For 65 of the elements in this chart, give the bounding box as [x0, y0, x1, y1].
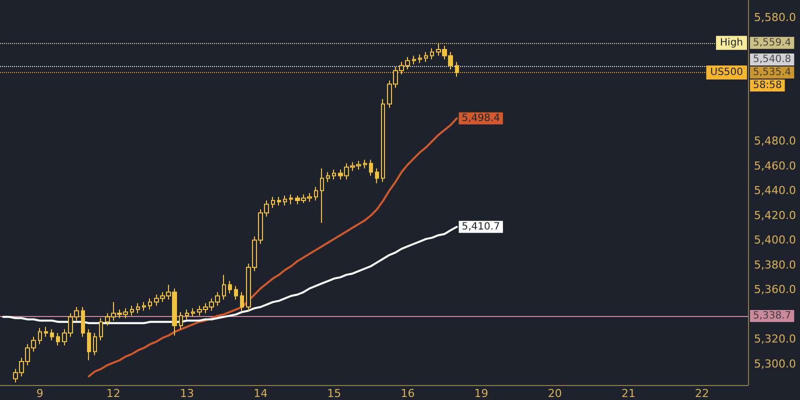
y-tick-label: 5,420.0 [754, 208, 796, 222]
x-tick-label: 15 [327, 387, 342, 400]
y-tick-label: 5,320.0 [754, 332, 796, 346]
candlestick [320, 168, 324, 224]
annotation: US500 [710, 67, 744, 78]
x-tick-label: 9 [36, 387, 44, 400]
text: 58:58 [753, 80, 782, 92]
candlestick [271, 196, 275, 208]
ref-line-label: 5,535.4 [753, 67, 792, 78]
candlestick [228, 280, 232, 294]
candlestick [240, 292, 244, 312]
y-tick-label: 5,400.0 [754, 234, 796, 247]
candlestick [369, 159, 373, 176]
candlestick [191, 308, 195, 318]
y-tick-label: 5,360.0 [754, 283, 796, 296]
candlestick [222, 274, 226, 300]
candlestick [148, 298, 152, 310]
x-tick-label: 14 [254, 387, 268, 400]
y-tick-label: 5,580.0 [754, 10, 796, 24]
candlestick [314, 186, 318, 202]
ref-line-label: 5,338.7 [753, 310, 792, 322]
candlestick [332, 169, 336, 180]
candlestick [99, 318, 103, 341]
candlestick [418, 54, 422, 64]
x-tick-label: 21 [621, 387, 636, 400]
candlestick [283, 195, 287, 206]
x-tick-label: 12 [106, 387, 120, 400]
x-tick-label: 22 [695, 387, 710, 400]
annotation: High [720, 37, 743, 48]
y-tick-label: 5,460.0 [754, 159, 796, 172]
x-tick-label: 19 [474, 387, 488, 400]
candlestick [38, 328, 42, 345]
candlestick [93, 332, 97, 356]
candlestick [289, 194, 293, 205]
candlestick [430, 48, 434, 60]
y-tick-label: 5,440.0 [754, 184, 796, 198]
candlestick [424, 51, 428, 62]
y-tick-label: 5,480.0 [754, 134, 796, 148]
candlestick [50, 328, 54, 341]
x-tick-label: 13 [180, 387, 194, 400]
x-tick-label: 16 [400, 387, 415, 400]
candlestick [142, 302, 146, 312]
data-label: 5,498.4 [462, 112, 500, 124]
candlestick [412, 55, 416, 65]
candlestick [277, 196, 281, 206]
candlestick [455, 61, 459, 78]
candlestick [326, 172, 330, 182]
y-tick-label: 5,380.0 [754, 258, 796, 272]
candlestick [363, 159, 367, 169]
x-tick-label: 20 [548, 387, 562, 400]
candlestick [130, 305, 134, 316]
candlestick [44, 326, 48, 338]
candlestick [56, 332, 60, 346]
data-label: 5,410.7 [462, 221, 500, 232]
candlestick [234, 285, 238, 300]
candlestick [136, 302, 140, 314]
y-tick-label: 5,300.0 [754, 357, 796, 370]
candlestick [375, 168, 379, 184]
candlestick [179, 311, 183, 330]
ref-line-label: 5,559.4 [753, 37, 792, 48]
candlestick [381, 98, 385, 182]
candlestick [185, 308, 189, 320]
candlestick [87, 328, 91, 361]
candlestick [81, 306, 85, 338]
ref-line-label: 5,540.8 [753, 54, 792, 66]
